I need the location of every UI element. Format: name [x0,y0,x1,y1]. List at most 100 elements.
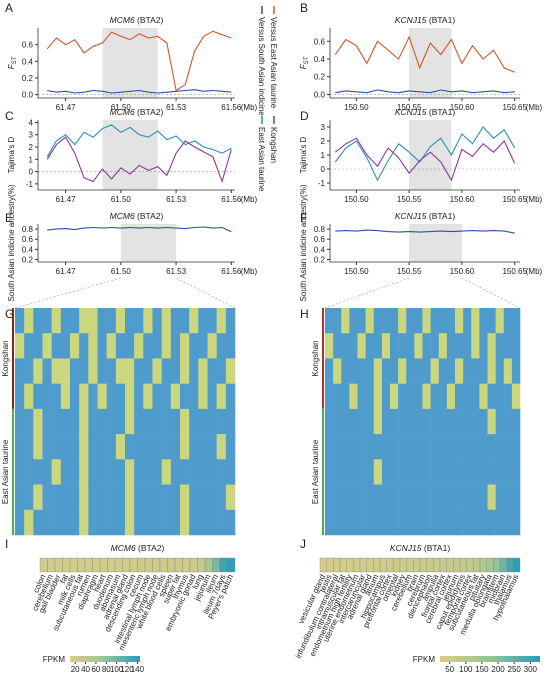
heat-cell [125,459,135,485]
group-label: East Asian taurine [1,439,10,504]
heat-cell [406,408,415,435]
heat-cell [406,383,415,410]
heat-cell [349,408,358,435]
heat-cell [152,509,162,536]
heat-cell [430,434,440,460]
tissue-cell [227,557,236,573]
heat-cell [97,383,107,410]
heat-cell [414,459,423,485]
heat-cell [430,408,440,435]
heat-cell [15,434,25,460]
heat-cell [463,333,472,359]
locus: (BTA2) [137,211,163,221]
tissue-cell [459,557,467,573]
y-label-sub: ST [304,55,310,64]
heat-cell [125,509,135,536]
heat-cell [495,434,505,460]
panel-letter: F [300,211,307,225]
series-line [334,137,516,182]
connector [175,277,236,309]
heat-cell [97,333,107,359]
heat-cell [134,484,144,511]
heat-cell [198,484,208,511]
y-tick-label: 0.6 [314,37,326,46]
group-bar [12,308,14,409]
heat-cell [88,434,98,460]
heat-cell [125,333,135,359]
heat-cell [446,484,456,511]
heat-cell [446,434,456,460]
y-tick-label: 3 [321,123,326,132]
heat-cell [455,308,464,334]
heat-cell [216,484,227,511]
heat-cell [357,383,366,410]
heat-cell [511,308,521,334]
heat-cell [189,358,199,384]
heat-cell [79,333,89,359]
highlight [409,28,452,98]
heat-cell [180,434,190,460]
heat-cell [70,333,80,359]
tissue-cell [107,557,116,573]
colorbar-tick-label: 60 [91,665,100,674]
panel-letter: G [5,307,14,321]
tissue-cell [353,557,361,573]
heat-cell [414,308,423,334]
heat-cell [152,308,162,334]
colorbar-tick-label: 150 [475,665,489,674]
heat-cell [438,434,448,460]
heat-cell [406,358,415,384]
heat-cell [134,308,144,334]
heat-cell [152,408,162,435]
y-label-main: South Asian indicine ancestry(%) [7,184,16,301]
heat-cell [161,408,172,435]
axes [37,120,235,191]
heat-cell [170,408,181,435]
gene-name: KCNJ15 [395,15,427,25]
heat-cell [161,383,172,410]
heat-cell [134,333,144,359]
heat-cell [198,308,208,334]
heat-cell [479,358,488,384]
heat-cell [88,333,98,359]
panel-letter: C [5,109,14,123]
series-line [334,35,515,73]
heat-cell [70,434,80,460]
heat-cell [341,383,350,410]
heat-cell [455,509,464,536]
heat-cell [503,408,513,435]
tissue-cell [439,557,447,573]
heat-cell [487,358,496,384]
heat-cell [216,408,227,435]
x-unit: (Mb) [241,103,258,112]
heat-cell [422,358,431,384]
heat-cell [495,308,505,334]
x-tick-label: 150.50 [344,267,369,276]
heat-cell [60,484,71,511]
heat-cell [357,434,366,460]
heat-cell [161,509,172,536]
heat-cell [106,383,117,410]
heat-cell [24,333,34,359]
heat-cell [325,333,334,359]
heat-cell [189,383,199,410]
heat-cell [365,333,375,359]
heat-cell [333,484,342,511]
heat-cell [225,459,236,485]
tissue-cell [122,557,131,573]
heat-cell [406,509,415,536]
heat-cell [446,358,456,384]
heat-cell [161,484,172,511]
tissue-cell [446,557,454,573]
tissue-cell [212,557,221,573]
panel-letter: E [5,211,13,225]
heat-cell [216,383,227,410]
heat-cell [455,358,464,384]
heat-cell [24,509,34,536]
panel-letter: I [5,537,8,551]
heat-cell [438,509,448,536]
x-tick-label: 61.56 [221,103,242,112]
heat-cell [349,383,358,410]
colorbar-tick-label: 200 [491,665,505,674]
heat-cell [115,358,126,384]
